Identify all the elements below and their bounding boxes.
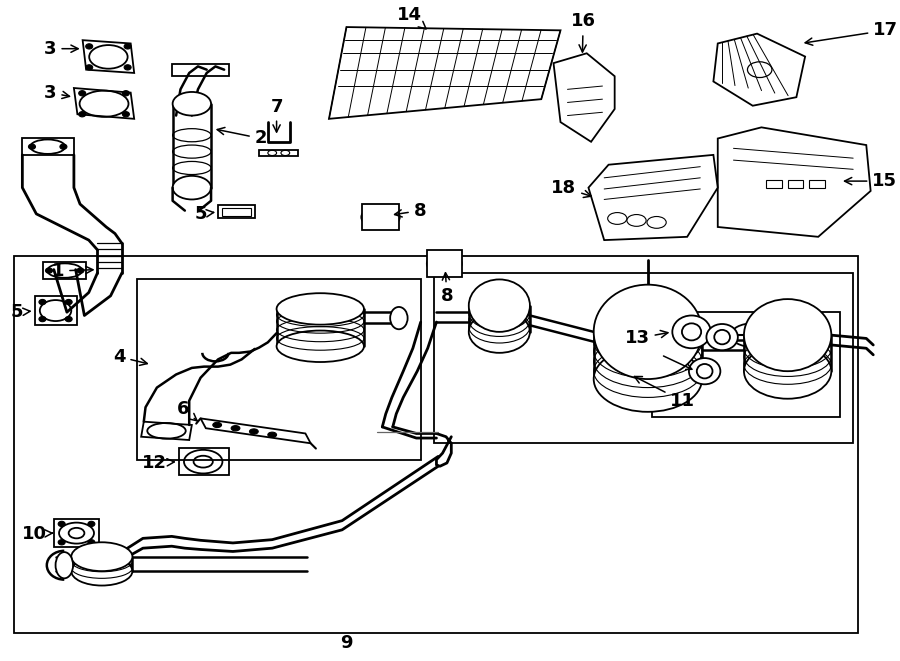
Polygon shape [259, 149, 299, 156]
Text: 8: 8 [441, 273, 454, 305]
Text: 18: 18 [551, 178, 591, 198]
Ellipse shape [88, 539, 94, 545]
Ellipse shape [122, 112, 130, 117]
Ellipse shape [124, 65, 131, 70]
Ellipse shape [71, 557, 132, 586]
Text: 3: 3 [44, 83, 69, 102]
Ellipse shape [276, 293, 364, 325]
Ellipse shape [744, 344, 832, 399]
Polygon shape [34, 296, 76, 325]
Ellipse shape [124, 44, 131, 49]
Text: 17: 17 [806, 21, 898, 45]
Text: 10: 10 [22, 525, 53, 543]
Ellipse shape [212, 422, 221, 428]
Bar [14, 256, 858, 633]
Polygon shape [54, 519, 99, 547]
Ellipse shape [29, 144, 35, 149]
Text: 7: 7 [270, 98, 283, 132]
Text: 12: 12 [142, 454, 175, 472]
Ellipse shape [688, 358, 720, 384]
Ellipse shape [58, 522, 65, 527]
Polygon shape [554, 54, 615, 141]
Ellipse shape [56, 552, 73, 578]
Text: 15: 15 [844, 172, 897, 190]
Ellipse shape [469, 280, 530, 332]
Polygon shape [141, 422, 192, 440]
Ellipse shape [594, 346, 702, 412]
Text: 11: 11 [634, 377, 696, 410]
Polygon shape [714, 34, 806, 106]
Ellipse shape [390, 307, 408, 329]
Bar [221, 208, 251, 217]
Ellipse shape [39, 299, 46, 305]
Ellipse shape [173, 92, 212, 116]
Ellipse shape [88, 522, 94, 527]
Ellipse shape [39, 317, 46, 322]
Polygon shape [22, 139, 74, 155]
Polygon shape [83, 40, 134, 73]
Bar [652, 312, 840, 417]
Text: 9: 9 [340, 634, 353, 652]
Ellipse shape [469, 311, 530, 353]
Bar [137, 280, 420, 459]
Ellipse shape [173, 176, 212, 200]
Ellipse shape [706, 324, 738, 350]
Polygon shape [218, 206, 255, 219]
Ellipse shape [231, 426, 240, 431]
Ellipse shape [86, 65, 93, 70]
Ellipse shape [78, 91, 86, 96]
Bar [434, 273, 853, 444]
Polygon shape [329, 27, 561, 119]
Polygon shape [427, 250, 462, 278]
Ellipse shape [71, 542, 132, 571]
Text: 13: 13 [625, 329, 668, 348]
Text: 3: 3 [44, 40, 78, 58]
Polygon shape [74, 88, 134, 119]
Ellipse shape [672, 315, 711, 348]
Ellipse shape [65, 299, 72, 305]
Polygon shape [43, 262, 86, 280]
Polygon shape [589, 155, 718, 240]
Text: 14: 14 [397, 6, 427, 29]
Bar [766, 180, 781, 188]
Ellipse shape [276, 330, 364, 362]
Text: 5: 5 [195, 205, 214, 223]
Text: 2: 2 [217, 128, 267, 147]
Polygon shape [172, 64, 229, 76]
Text: 5: 5 [11, 303, 30, 321]
Ellipse shape [268, 432, 276, 438]
Ellipse shape [46, 268, 52, 273]
Polygon shape [362, 204, 399, 230]
Ellipse shape [77, 268, 84, 273]
Polygon shape [718, 128, 870, 237]
Bar [788, 180, 804, 188]
Text: 4: 4 [112, 348, 148, 366]
Ellipse shape [58, 539, 65, 545]
Ellipse shape [122, 91, 130, 96]
Ellipse shape [86, 44, 93, 49]
Polygon shape [179, 448, 229, 475]
Ellipse shape [594, 285, 702, 379]
Polygon shape [201, 418, 310, 444]
Bar [809, 180, 825, 188]
Text: 6: 6 [176, 400, 197, 421]
Text: 1: 1 [52, 262, 93, 280]
Ellipse shape [249, 429, 258, 434]
Ellipse shape [60, 144, 67, 149]
Ellipse shape [78, 112, 86, 117]
Ellipse shape [65, 317, 72, 322]
Text: 16: 16 [571, 13, 596, 52]
Ellipse shape [744, 299, 832, 371]
Text: 8: 8 [394, 202, 427, 219]
